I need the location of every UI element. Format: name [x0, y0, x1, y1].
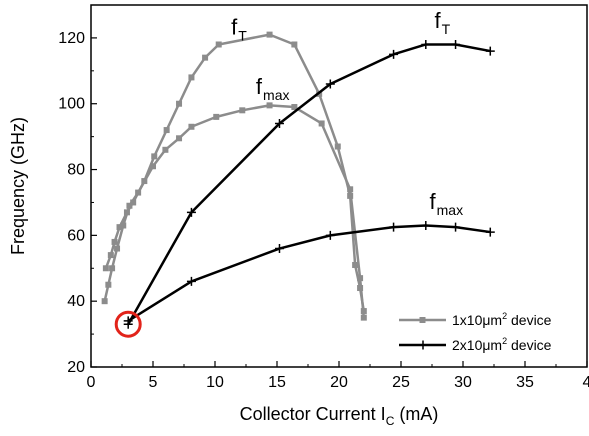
data-point [188, 74, 195, 81]
data-point [318, 120, 325, 127]
ticks-layer: 0 5 10 15 20 25 30 35 4 20 40 60 80 100 120 [58, 30, 589, 391]
data-point [116, 224, 123, 231]
annotation-label: fmax [430, 189, 464, 218]
legend-label-2: 2x10μm2 device [452, 336, 552, 353]
data-point [123, 316, 133, 326]
data-point [176, 135, 183, 142]
data-point [215, 41, 222, 48]
x-tick-label: 15 [268, 374, 286, 391]
data-point [162, 146, 169, 153]
data-point [239, 107, 246, 114]
y-tick-label: 120 [58, 30, 85, 47]
data-point [485, 46, 495, 56]
annotation-label: fT [434, 8, 450, 37]
legend-label-1: 1x10μm2 device [452, 311, 552, 328]
data-point [135, 189, 142, 196]
x-axis-title-unit: (mA) [399, 404, 438, 424]
data-point [291, 41, 298, 48]
legend: 1x10μm2 device 2x10μm2 device [399, 311, 552, 353]
data-point [266, 102, 273, 109]
data-point [274, 118, 284, 128]
data-point [357, 275, 364, 282]
annotation-label: fmax [256, 74, 290, 103]
y-tick-label: 80 [67, 162, 85, 179]
data-point [266, 31, 273, 38]
y-tick-label: 60 [67, 227, 85, 244]
data-point [150, 163, 156, 170]
series-line-2-fmax [127, 224, 491, 322]
series-line-1-fmax [103, 104, 366, 318]
data-point [451, 39, 461, 49]
data-point [421, 39, 431, 49]
data-point [163, 127, 170, 134]
data-point [389, 222, 399, 232]
data-point [389, 49, 399, 59]
y-axis-title: Frequency (GHz) [8, 117, 28, 255]
data-point [213, 113, 220, 120]
series-line-2-fT [127, 43, 491, 325]
x-tick-label: 25 [392, 374, 410, 391]
data-point [176, 100, 183, 107]
plot-frame [90, 4, 588, 368]
data-point [111, 238, 118, 245]
data-point [130, 199, 137, 206]
x-axis-title: Collector Current IC (mA) [240, 404, 439, 428]
highlight-circle [114, 310, 142, 338]
data-point [101, 298, 108, 305]
data-point [120, 222, 127, 229]
data-point [325, 79, 335, 89]
x-tick-label: 30 [454, 374, 472, 391]
data-point [188, 123, 195, 130]
series-layer [101, 31, 495, 329]
data-point [126, 202, 133, 209]
annotation-label: fT [231, 15, 247, 44]
data-point [202, 54, 209, 61]
data-point [114, 245, 121, 252]
data-point [109, 265, 116, 272]
series-line-1-fT [104, 33, 366, 312]
x-axis-title-sub: C [386, 414, 395, 428]
y-tick-label: 100 [58, 96, 85, 113]
x-tick-label: 10 [206, 374, 224, 391]
y-tick-label: 40 [67, 293, 85, 310]
data-point [325, 230, 335, 240]
data-point [274, 244, 284, 254]
x-tick-label: 4 [583, 374, 589, 391]
x-axis-title-main: Collector Current I [240, 404, 386, 424]
data-point [421, 220, 431, 230]
data-point [291, 104, 298, 111]
data-point [186, 276, 196, 286]
data-point [485, 227, 495, 237]
x-tick-label: 35 [516, 374, 534, 391]
data-point [451, 222, 461, 232]
data-point [347, 186, 354, 193]
data-point [352, 261, 359, 268]
legend-marker-2 [418, 340, 428, 350]
data-point [102, 265, 109, 272]
data-point [151, 153, 158, 160]
data-point [105, 281, 112, 288]
x-tick-label: 20 [330, 374, 348, 391]
legend-marker-1 [419, 317, 426, 323]
annotation-layer: fT fmax fT fmax [114, 8, 464, 338]
x-tick-label: 5 [149, 374, 158, 391]
data-point [334, 143, 341, 150]
data-point [107, 252, 114, 259]
y-tick-label: 20 [67, 359, 85, 376]
data-point [360, 314, 367, 321]
data-point [186, 207, 196, 217]
x-tick-label: 0 [87, 374, 96, 391]
